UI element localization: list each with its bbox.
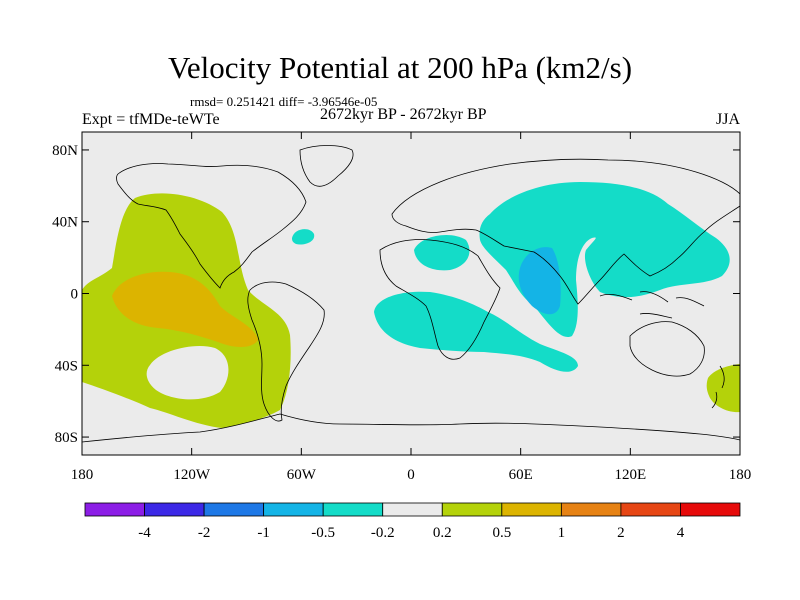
coastline-south-america <box>247 281 325 422</box>
y-tick-label: 80N <box>52 143 78 159</box>
coastline-maritime-continent <box>599 291 705 319</box>
colorbar-swatch <box>144 502 205 517</box>
colorbar-label: 2 <box>617 525 625 541</box>
colorbar-label: 0.5 <box>492 525 511 541</box>
coastline-antarctica <box>82 413 740 443</box>
x-tick-label: 60W <box>287 467 317 483</box>
x-tick-label: 180 <box>71 467 94 483</box>
experiment-label: Expt = tfMDe-teWTe <box>82 111 220 128</box>
map-panel: 180 120W 60W 0 60E 120E 180 80N 40N 0 40S 80S <box>52 131 751 483</box>
axis-ticks: 180 120W 60W 0 60E 120E 180 80N 40N 0 40S 80S <box>52 132 751 483</box>
contour-deep-negative-india <box>518 247 561 315</box>
colorbar-swatch <box>322 502 384 517</box>
contour-negative-atlantic-small <box>292 229 315 245</box>
coastline-africa <box>379 239 501 360</box>
coastline-australia <box>629 321 705 377</box>
coastlines <box>82 145 740 443</box>
colorbar-swatch <box>382 502 443 517</box>
colorbar-label: -1 <box>257 525 270 541</box>
colorbar-label: 0.2 <box>433 525 452 541</box>
colorbar-label: 4 <box>677 525 685 541</box>
colorbar-swatch <box>501 502 562 517</box>
y-tick-label: 80S <box>55 430 78 446</box>
x-tick-label: 60E <box>509 467 533 483</box>
coastline-north-america <box>116 163 307 289</box>
contour-negative-southern-indian <box>374 291 578 372</box>
chart-title: Velocity Potential at 200 hPa (km2/s) <box>167 50 633 85</box>
contour-negative-north-africa <box>414 235 470 271</box>
colorbar-label: -4 <box>138 525 151 541</box>
colorbar-swatch <box>203 502 265 517</box>
colorbar-label: -2 <box>198 525 211 541</box>
colorbar-swatch <box>620 502 681 517</box>
coastline-greenland <box>299 145 354 187</box>
colorbar-swatch <box>560 502 622 517</box>
season-label: JJA <box>715 111 740 128</box>
contour-orange-pacific <box>112 271 258 347</box>
colorbar-label: -0.2 <box>371 525 395 541</box>
colorbar-swatch <box>441 502 503 517</box>
colorbar-label: -0.5 <box>311 525 335 541</box>
y-tick-label: 0 <box>71 287 79 303</box>
coastline-new-zealand <box>711 365 725 409</box>
x-tick-label: 120E <box>614 467 646 483</box>
coastline-eurasia <box>391 158 740 305</box>
colorbar-swatch <box>680 502 741 517</box>
y-tick-label: 40N <box>52 215 78 231</box>
colorbar-label: 1 <box>558 525 566 541</box>
x-tick-label: 0 <box>407 467 415 483</box>
colorbar: -4 -2 -1 -0.5 -0.2 0.2 0.5 1 2 4 <box>84 502 741 541</box>
x-tick-label: 120W <box>173 467 211 483</box>
contour-neutral-pacific-hole <box>146 345 229 400</box>
x-tick-label: 180 <box>729 467 752 483</box>
colorbar-swatch <box>263 502 324 517</box>
stats-line: rmsd= 0.251421 diff= -3.96546e-05 <box>190 94 378 109</box>
y-tick-label: 40S <box>55 358 78 374</box>
period-label: 2672kyr BP - 2672kyr BP <box>320 106 487 123</box>
contour-positive-east-pacific <box>706 364 740 413</box>
colorbar-swatch <box>84 502 145 517</box>
